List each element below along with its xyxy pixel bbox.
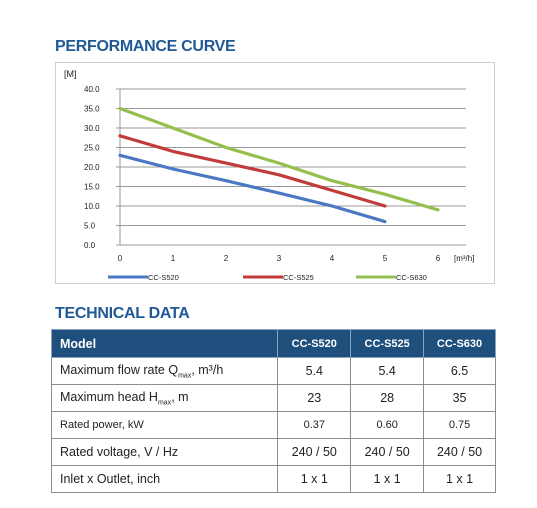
table-cell: 240 / 50 (423, 438, 496, 466)
y-axis-label: [M] (64, 69, 77, 79)
performance-chart: 0.0 5.0 10.0 15.0 20.0 25.0 30.0 35.0 40.0 [M] 0 1 2… (55, 62, 495, 284)
header-cc-s520: CC-S520 (277, 329, 352, 358)
row-label: Rated voltage, V / Hz (50, 438, 279, 466)
series-line-cc-s525 (118, 134, 387, 208)
table-cell: 5.4 (277, 357, 352, 385)
table-cell: 1 x 1 (350, 465, 425, 493)
table-row: Maximum head Hmax, m 23 28 35 (50, 384, 496, 412)
table-row: Maximum flow rate Qmax, m³/h 5.4 5.4 6.5 (50, 357, 496, 385)
table-cell: 28 (350, 384, 425, 412)
legend-label-cc-s525: CC-S525 (283, 273, 314, 282)
table-cell: 35 (423, 384, 496, 412)
x-tick-label: 5 (383, 254, 388, 263)
y-tick-label: 10.0 (84, 202, 100, 211)
x-tick-label: 3 (277, 254, 282, 263)
x-tick-label: 4 (330, 254, 335, 263)
y-tick-label: 25.0 (84, 144, 100, 153)
table-row: Rated power, kW 0.37 0.60 0.75 (50, 411, 496, 439)
table-header-row: Model CC-S520 CC-S525 CC-S630 (50, 329, 496, 358)
x-tick-label: 0 (118, 254, 123, 263)
header-cc-s630: CC-S630 (423, 329, 496, 358)
table-cell: 5.4 (350, 357, 425, 385)
table-cell: 1 x 1 (423, 465, 496, 493)
technical-data-table: Model CC-S520 CC-S525 CC-S630 Maximum fl… (50, 329, 496, 493)
y-tick-label: 30.0 (84, 124, 100, 133)
y-tick-label: 20.0 (84, 163, 100, 172)
performance-chart-svg: 0.0 5.0 10.0 15.0 20.0 25.0 30.0 35.0 40.0 [M] 0 1 2… (64, 69, 474, 282)
row-label: Inlet x Outlet, inch (50, 465, 279, 493)
header-cc-s525: CC-S525 (350, 329, 425, 358)
y-tick-label: 5.0 (84, 222, 96, 231)
x-tick-label: 2 (224, 254, 229, 263)
table-cell: 0.60 (350, 411, 425, 439)
x-tick-label: 6 (436, 254, 441, 263)
x-axis-label: [m³/h] (454, 254, 474, 263)
row-label: Maximum head Hmax, m (50, 384, 279, 412)
row-label: Rated power, kW (50, 411, 279, 439)
y-tick-label: 15.0 (84, 183, 100, 192)
table-cell: 1 x 1 (277, 465, 352, 493)
technical-data-title: TECHNICAL DATA (55, 305, 190, 322)
row-label: Maximum flow rate Qmax, m³/h (50, 357, 279, 385)
y-tick-label: 35.0 (84, 105, 100, 114)
x-tick-label: 1 (171, 254, 176, 263)
table-cell: 0.75 (423, 411, 496, 439)
legend-label-cc-s520: CC-S520 (148, 273, 179, 282)
header-model: Model (50, 329, 279, 358)
table-row: Rated voltage, V / Hz 240 / 50 240 / 50 240… (50, 438, 496, 466)
legend-label-cc-s630: CC-S630 (396, 273, 427, 282)
y-tick-label: 40.0 (84, 85, 100, 94)
y-tick-label: 0.0 (84, 241, 96, 250)
series-line-cc-s630 (118, 106, 440, 212)
table-cell: 0.37 (277, 411, 352, 439)
table-cell: 23 (277, 384, 352, 412)
series-line-cc-s520 (118, 153, 387, 224)
table-cell: 240 / 50 (350, 438, 425, 466)
performance-curve-title: PERFORMANCE CURVE (55, 38, 236, 55)
table-cell: 6.5 (423, 357, 496, 385)
table-cell: 240 / 50 (277, 438, 352, 466)
